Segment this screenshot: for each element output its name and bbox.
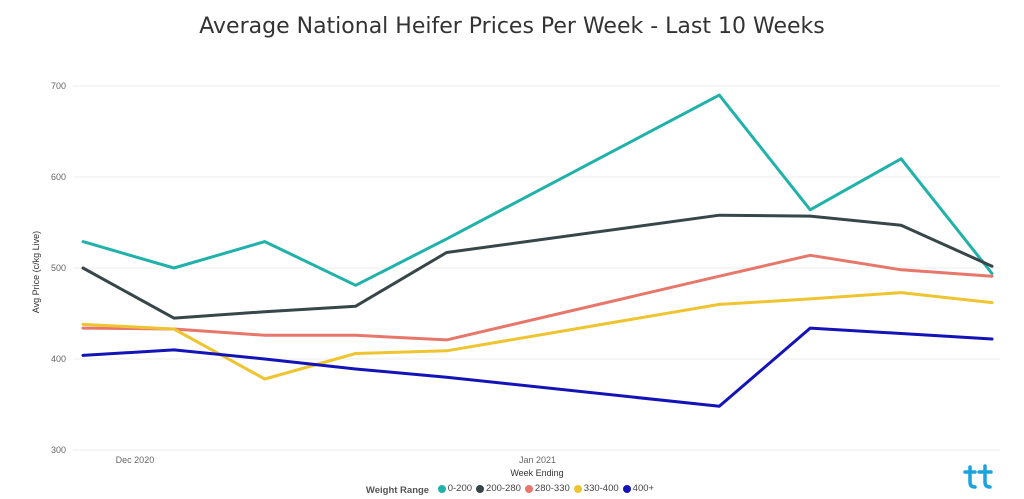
x-tick-label: Dec 2020: [116, 455, 155, 465]
legend-item[interactable]: 400+: [622, 483, 655, 494]
y-axis-title: Avg Price (c/kg Live): [31, 231, 41, 313]
y-tick-label: 600: [51, 172, 66, 182]
series-line-0-200: [81, 93, 994, 287]
legend-title: Weight Range: [365, 484, 430, 496]
y-tick-label: 400: [51, 354, 66, 364]
legend-label: 200-280: [486, 483, 521, 494]
legend-item[interactable]: 0-200: [437, 483, 473, 494]
legend: Weight Range 0-200 200-280 280-330 330-400 4…: [0, 483, 1024, 496]
legend-dot-icon: [437, 484, 446, 493]
legend-dot-icon: [524, 484, 533, 493]
y-tick-label: 500: [51, 263, 66, 273]
series-line-400+: [81, 326, 994, 408]
series-line-330-400: [81, 291, 994, 381]
legend-item[interactable]: 330-400: [573, 483, 619, 494]
series-line-280-330: [81, 253, 994, 342]
x-tick-label: Jan 2021: [519, 455, 556, 465]
legend-item[interactable]: 280-330: [524, 483, 570, 494]
y-tick-label: 300: [51, 445, 66, 455]
legend-label: 400+: [632, 483, 655, 494]
gridlines: [73, 85, 1000, 451]
legend-item[interactable]: 200-280: [476, 483, 521, 494]
y-axis-ticks: 300 400 500 600 700: [51, 81, 66, 455]
series-line-200-280: [81, 213, 994, 320]
chart-title: Average National Heifer Prices Per Week …: [199, 14, 825, 39]
series-lines: [81, 93, 994, 408]
legend-label: 0-200: [447, 483, 473, 494]
x-axis-ticks: Dec 2020 Jan 2021: [116, 455, 556, 465]
legend-label: 280-330: [534, 483, 570, 494]
legend-dot-icon: [622, 484, 631, 493]
legend-items: 0-200 200-280 280-330 330-400 400+: [437, 483, 658, 496]
brand-logo-icon: [963, 464, 993, 489]
legend-dot-icon: [573, 484, 582, 493]
x-axis-title: Week Ending: [510, 468, 563, 478]
y-tick-label: 700: [51, 81, 66, 91]
legend-dot-icon: [476, 484, 485, 493]
legend-label: 330-400: [583, 483, 619, 494]
